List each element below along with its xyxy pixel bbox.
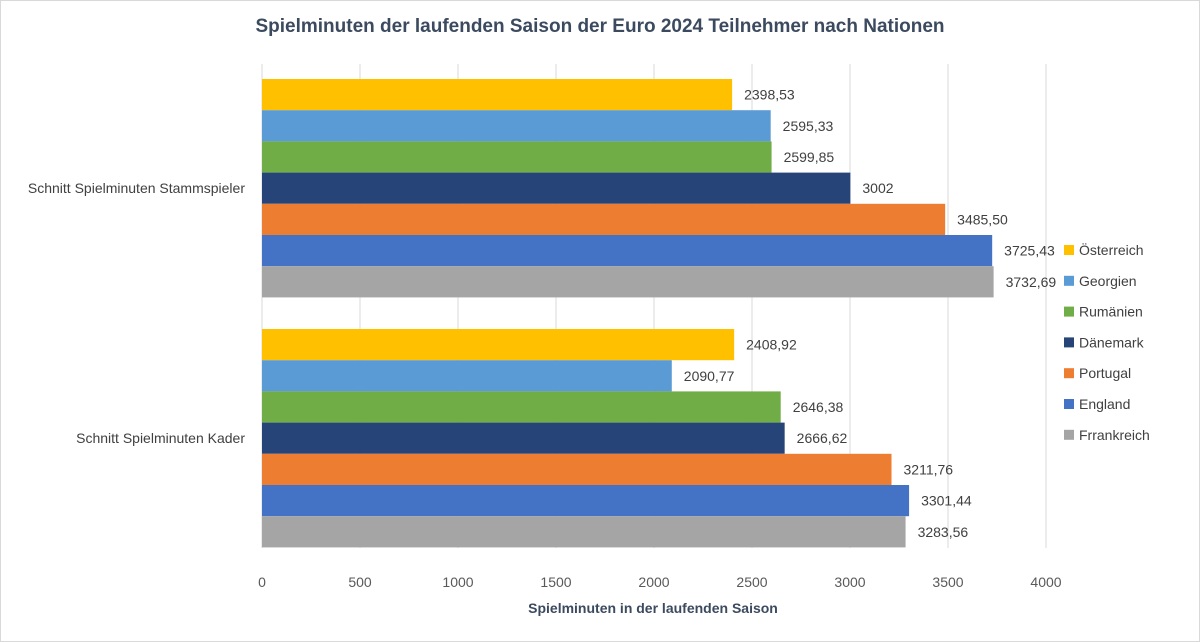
legend-swatch [1064,275,1074,286]
bar [262,391,781,423]
category-label: Schnitt Spielminuten Kader [76,430,245,446]
bars [262,79,994,548]
value-labels: 2398,53 2595,33 2599,85 3002 3485,50 3725,43 3… [684,87,1057,540]
data-label: 2595,33 [783,118,834,134]
x-tick-label: 0 [258,574,266,590]
legend: Österreich Georgien Rumänien Dänemark Portug… [1064,241,1150,443]
legend-label: England [1079,396,1130,412]
legend-swatch [1064,245,1074,255]
x-tick-label: 2000 [638,574,669,590]
x-tick-label: 500 [348,574,372,590]
legend-label: Georgien [1079,273,1137,289]
x-tick-label: 3000 [834,574,865,590]
category-labels: Schnitt Spielminuten Stammspieler Schnitt… [28,180,245,446]
bar [262,141,772,173]
chart-title: Spielminuten der laufenden Saison der Eu… [255,16,945,37]
x-tick-label: 2500 [736,574,767,590]
bar [262,422,785,454]
legend-label: Portugal [1079,365,1131,381]
x-tick-label: 1000 [442,574,473,590]
bar [262,453,892,485]
x-tick-label: 3500 [932,574,963,590]
data-label: 3002 [862,180,893,196]
legend-label: Österreich [1079,241,1144,258]
legend-swatch [1064,306,1074,317]
legend-label: Dänemark [1079,334,1145,350]
bar [262,235,993,267]
data-label: 2599,85 [784,149,835,165]
bar [262,110,771,142]
legend-swatch [1064,368,1074,379]
data-label: 2646,38 [793,399,844,415]
legend-swatch [1064,429,1074,440]
bar [262,203,946,235]
x-axis-title: Spielminuten in der laufenden Saison [528,600,778,616]
x-tick-label: 1500 [540,574,571,590]
data-label: 3485,50 [957,211,1008,227]
legend-swatch [1064,337,1074,348]
legend-swatch [1064,399,1074,409]
data-label: 2408,92 [746,337,797,353]
legend-label: Rumänien [1079,304,1143,320]
data-label: 3725,43 [1004,243,1055,259]
data-label: 3301,44 [921,493,972,509]
data-label: 3732,69 [1006,274,1057,290]
bar [262,360,672,392]
bar [262,516,906,548]
bar [262,329,735,361]
x-tick-labels: 0 500 1000 1500 2000 2500 3000 3500 4000 [258,574,1062,590]
data-label: 3211,76 [904,461,954,477]
legend-label: Frrankreich [1079,427,1150,443]
data-label: 2666,62 [797,430,848,446]
bar [262,79,733,111]
data-label: 2090,77 [684,368,735,384]
bar [262,266,994,298]
x-tick-label: 4000 [1030,574,1061,590]
category-label: Schnitt Spielminuten Stammspieler [28,180,245,196]
data-label: 2398,53 [744,87,795,103]
data-label: 3283,56 [918,524,969,540]
bar [262,172,851,204]
bar [262,485,910,517]
